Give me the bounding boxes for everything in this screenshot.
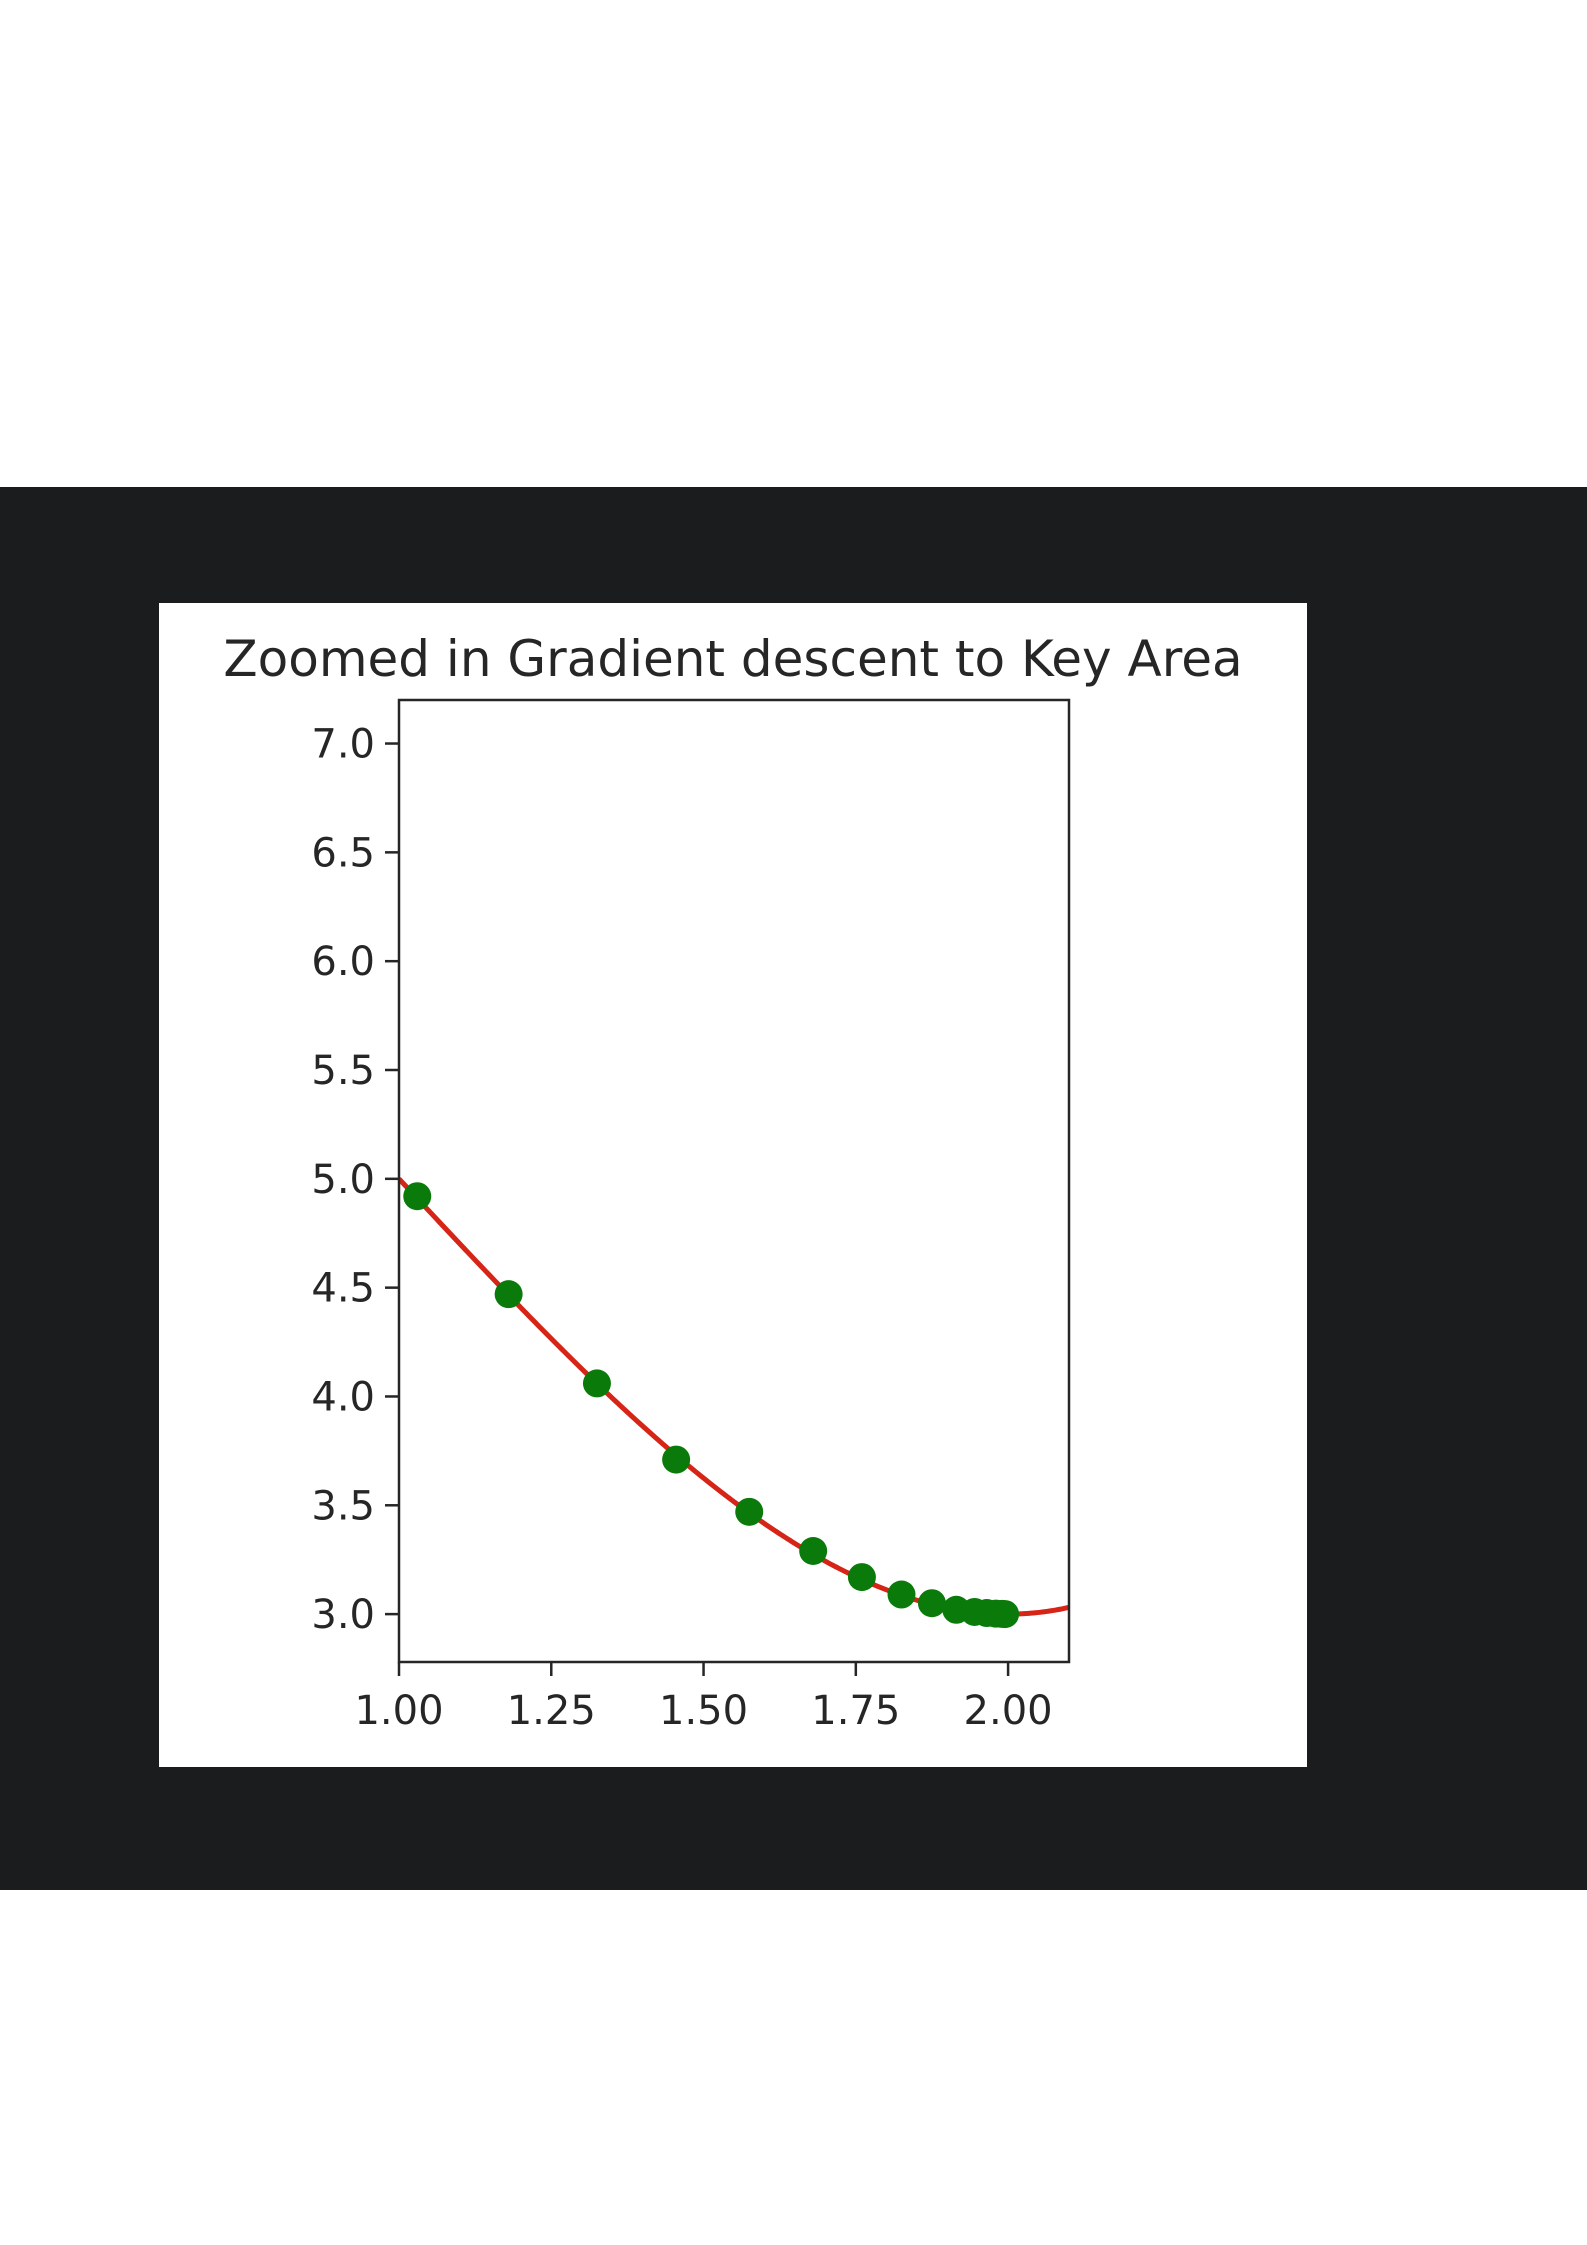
y-tick-label: 4.5 [311,1266,375,1312]
y-tick-label: 5.0 [311,1157,375,1203]
y-tick-label: 3.5 [311,1483,375,1529]
descent-point [799,1537,828,1565]
chart-title: Zoomed in Gradient descent to Key Area [223,630,1242,688]
descent-point [582,1369,611,1398]
y-tick-label: 7.0 [311,722,375,768]
descent-point [735,1497,764,1526]
descent-point [403,1182,432,1211]
y-tick-label: 4.0 [311,1374,375,1420]
descent-point [847,1563,876,1592]
descent-point [662,1445,691,1474]
y-tick-label: 6.0 [311,939,375,985]
y-tick-label: 6.5 [311,830,375,876]
x-tick-label: 1.75 [811,1688,900,1734]
x-tick-label: 1.00 [354,1688,443,1734]
chart-figure: Zoomed in Gradient descent to Key Area 1… [159,603,1307,1767]
descent-point [887,1580,916,1609]
axis-ticks: 1.00 1.25 1.50 1.75 2.00 3.0 3.5 4.0 4.5 5.0 5.5 6.… [311,722,1052,1734]
y-tick-label: 3.0 [311,1592,375,1638]
descent-point [991,1600,1020,1629]
y-tick-label: 5.5 [311,1048,375,1094]
x-tick-label: 2.00 [964,1688,1053,1734]
x-tick-label: 1.50 [659,1688,748,1734]
x-tick-label: 1.25 [507,1688,596,1734]
descent-point [917,1589,946,1618]
descent-point [494,1280,523,1309]
descent-curve [399,1177,1069,1617]
plot-marks [399,1177,1069,1629]
plot-frame [397,698,1071,1664]
plot-svg: Zoomed in Gradient descent to Key Area 1… [223,630,1242,1734]
